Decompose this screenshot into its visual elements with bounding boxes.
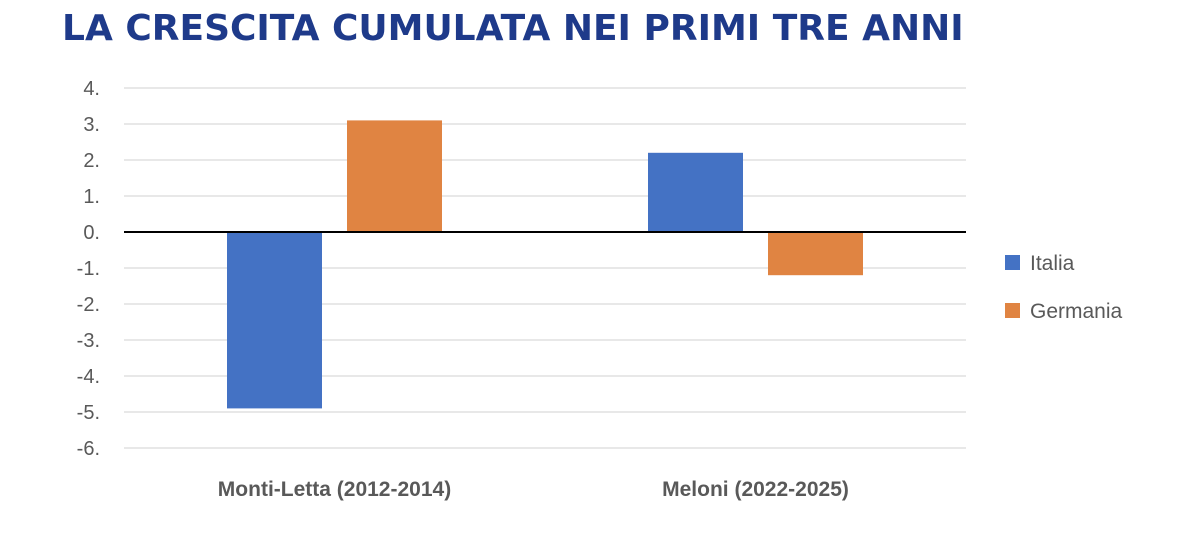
legend-swatch-germania xyxy=(1005,303,1020,318)
legend-swatch-italia xyxy=(1005,255,1020,270)
y-tick-label: 2. xyxy=(83,150,100,172)
y-tick-label: -4. xyxy=(77,366,100,388)
bars xyxy=(227,120,863,409)
y-tick-label: -6. xyxy=(77,438,100,460)
y-tick-label: -5. xyxy=(77,402,100,424)
chart-title: LA CRESCITA CUMULATA NEI PRIMI TRE ANNI xyxy=(62,8,964,49)
y-tick-label: 1. xyxy=(83,186,100,208)
y-tick-label: 3. xyxy=(83,114,100,136)
bar-italia-0 xyxy=(227,232,322,409)
y-tick-label: -2. xyxy=(77,294,100,316)
legend-label-italia: Italia xyxy=(1030,252,1075,275)
legend-label-germania: Germania xyxy=(1030,300,1123,323)
legend: Italia Germania xyxy=(1005,252,1123,323)
y-tick-label: -3. xyxy=(77,330,100,352)
y-tick-label: -1. xyxy=(77,258,100,280)
y-tick-label: 0. xyxy=(83,222,100,244)
bar-germania-1 xyxy=(768,232,863,276)
x-category-label: Meloni (2022-2025) xyxy=(662,478,849,501)
bar-germania-0 xyxy=(347,120,442,232)
bar-italia-1 xyxy=(648,152,743,232)
x-category-label: Monti-Letta (2012-2014) xyxy=(218,478,451,501)
y-tick-label: 4. xyxy=(83,78,100,100)
labels: 4. 3. 2. 1. 0. -1. -2. -3. -4. -5. -6. Monti-Letta … xyxy=(77,78,849,501)
